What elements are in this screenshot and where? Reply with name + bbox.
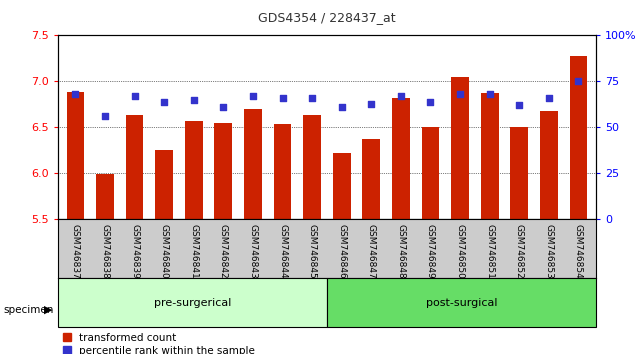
Bar [155,149,173,219]
Bar [185,121,203,219]
Bar [540,111,558,219]
Text: GSM746846: GSM746846 [337,224,346,279]
Point [248,93,258,99]
Bar [451,77,469,219]
Point [159,99,169,104]
Text: GSM746849: GSM746849 [426,224,435,279]
Point [544,95,554,101]
Bar [215,123,232,219]
Bar [362,139,380,219]
Point [455,91,465,97]
Bar [274,124,292,219]
Text: GDS4354 / 228437_at: GDS4354 / 228437_at [258,11,395,24]
Bar [569,56,587,219]
Bar [126,115,144,219]
Point [514,103,524,108]
Text: GSM746839: GSM746839 [130,224,139,279]
Text: pre-surgerical: pre-surgerical [154,298,231,308]
Text: post-surgical: post-surgical [426,298,497,308]
Point [100,114,110,119]
Text: GSM746848: GSM746848 [396,224,405,279]
Point [573,79,583,84]
Bar [422,127,439,219]
Point [337,104,347,110]
Text: GSM746845: GSM746845 [308,224,317,279]
Point [188,97,199,103]
Bar [333,153,351,219]
Point [366,101,376,106]
Text: GSM746840: GSM746840 [160,224,169,279]
Point [426,99,436,104]
Text: GSM746850: GSM746850 [456,224,465,279]
Bar [392,98,410,219]
Text: GSM746851: GSM746851 [485,224,494,279]
Bar [67,92,85,219]
Text: GSM746853: GSM746853 [544,224,553,279]
Bar [96,175,114,219]
Bar [327,278,596,327]
Text: ▶: ▶ [44,305,52,315]
Point [218,104,228,110]
Text: GSM746852: GSM746852 [515,224,524,279]
Legend: transformed count, percentile rank within the sample: transformed count, percentile rank withi… [63,333,254,354]
Point [485,91,495,97]
Text: GSM746841: GSM746841 [189,224,198,279]
Text: GSM746842: GSM746842 [219,224,228,279]
Point [71,91,81,97]
Point [307,95,317,101]
Text: specimen: specimen [3,305,54,315]
Text: GSM746837: GSM746837 [71,224,80,279]
Bar [244,109,262,219]
Text: GSM746854: GSM746854 [574,224,583,279]
Text: GSM746843: GSM746843 [249,224,258,279]
Text: GSM746838: GSM746838 [101,224,110,279]
Point [395,93,406,99]
Bar [481,93,499,219]
Point [129,93,140,99]
Point [278,95,288,101]
Bar [303,115,321,219]
Bar [510,126,528,219]
Bar [58,278,327,327]
Text: GSM746844: GSM746844 [278,224,287,279]
Text: GSM746847: GSM746847 [367,224,376,279]
